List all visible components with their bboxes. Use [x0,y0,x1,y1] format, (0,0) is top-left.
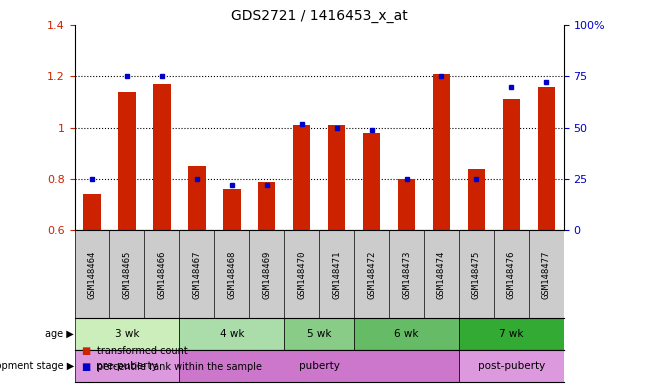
Bar [293,125,310,230]
Text: 3 wk: 3 wk [115,329,139,339]
Text: puberty: puberty [299,361,340,371]
Text: development stage ▶: development stage ▶ [0,361,74,371]
Bar [538,87,555,230]
Text: ■: ■ [81,346,90,356]
Bar [398,179,415,230]
Bar [503,99,520,230]
Bar [188,166,205,230]
Bar [328,125,345,230]
Bar [354,318,459,350]
Text: GSM148464: GSM148464 [87,250,97,299]
Bar [258,182,275,230]
Text: post-puberty: post-puberty [478,361,545,371]
Bar [75,350,179,382]
Text: GSM148467: GSM148467 [192,250,202,299]
Text: GSM148470: GSM148470 [297,250,306,299]
Bar [284,318,354,350]
Text: ■: ■ [81,362,90,372]
Text: GSM148471: GSM148471 [332,250,341,299]
Text: GSM148477: GSM148477 [542,250,551,299]
Bar [153,84,170,230]
Bar [179,350,459,382]
Text: 4 wk: 4 wk [220,329,244,339]
Bar [363,133,380,230]
Text: GSM148465: GSM148465 [122,250,132,299]
Bar [75,318,179,350]
Bar [223,189,240,230]
Text: GSM148469: GSM148469 [262,250,272,299]
Bar [459,318,564,350]
Text: GSM148472: GSM148472 [367,250,376,299]
Bar [83,194,100,230]
Text: age ▶: age ▶ [45,329,74,339]
Text: 6 wk: 6 wk [394,329,419,339]
Text: GSM148475: GSM148475 [472,250,481,299]
Bar [433,74,450,230]
Bar [459,350,564,382]
Text: GSM148474: GSM148474 [437,250,446,299]
Text: GSM148466: GSM148466 [157,250,167,299]
Text: pre-puberty: pre-puberty [96,361,158,371]
Bar [118,92,135,230]
Text: transformed count: transformed count [97,346,188,356]
Bar [179,318,284,350]
Title: GDS2721 / 1416453_x_at: GDS2721 / 1416453_x_at [231,8,408,23]
Text: percentile rank within the sample: percentile rank within the sample [97,362,262,372]
Text: 5 wk: 5 wk [307,329,331,339]
Bar [468,169,485,230]
Text: GSM148473: GSM148473 [402,250,411,299]
Text: GSM148476: GSM148476 [507,250,516,299]
Text: GSM148468: GSM148468 [227,250,237,299]
Text: 7 wk: 7 wk [499,329,524,339]
